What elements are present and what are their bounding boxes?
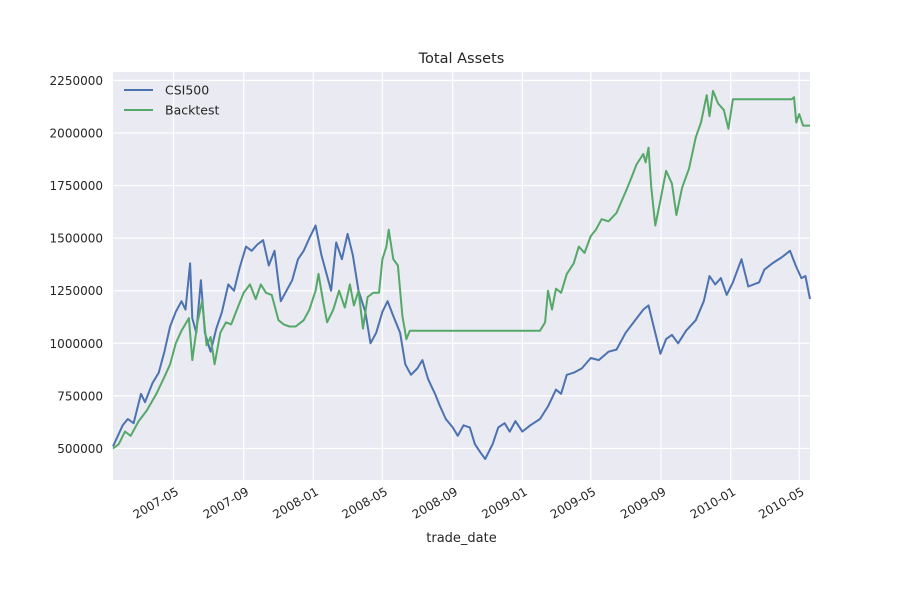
plot-area bbox=[113, 72, 810, 480]
x-tick-label: 2009-01 bbox=[479, 484, 529, 521]
x-tick-label: 2010-05 bbox=[756, 484, 806, 521]
y-axis-ticks: 500000 750000 1000000 1250000 1500000 1750000… bbox=[50, 74, 103, 456]
x-tick-label: 2008-05 bbox=[340, 484, 390, 521]
x-tick-label: 2007-05 bbox=[131, 484, 181, 521]
x-axis-label: trade_date bbox=[426, 531, 496, 546]
legend-label-csi500: CSI500 bbox=[165, 83, 209, 98]
x-tick-label: 2009-05 bbox=[548, 484, 598, 521]
gridlines bbox=[113, 72, 810, 480]
series-line-backtest bbox=[112, 89, 810, 450]
x-tick-label: 2008-01 bbox=[270, 484, 320, 521]
y-tick-label: 1250000 bbox=[50, 284, 103, 298]
y-tick-label: 2000000 bbox=[50, 126, 103, 140]
x-axis-ticks: 2007-05 2007-09 2008-01 2008-05 2008-09 2009-… bbox=[131, 484, 807, 521]
chart-title: Total Assets bbox=[418, 51, 505, 67]
y-tick-label: 750000 bbox=[57, 389, 103, 403]
x-tick-label: 2010-01 bbox=[688, 484, 738, 521]
series-line-csi500 bbox=[112, 224, 811, 460]
x-tick-label: 2009-09 bbox=[618, 484, 668, 521]
x-tick-label: 2007-09 bbox=[201, 484, 251, 521]
y-tick-label: 500000 bbox=[57, 442, 103, 456]
x-tick-label: 2008-09 bbox=[410, 484, 460, 521]
legend-label-backtest: Backtest bbox=[165, 103, 219, 118]
y-tick-label: 1750000 bbox=[50, 179, 103, 193]
y-tick-label: 1000000 bbox=[50, 337, 103, 351]
y-tick-label: 1500000 bbox=[50, 232, 103, 246]
y-tick-label: 2250000 bbox=[50, 74, 103, 88]
series-layer bbox=[112, 89, 811, 460]
legend: CSI500 Backtest bbox=[124, 83, 219, 118]
